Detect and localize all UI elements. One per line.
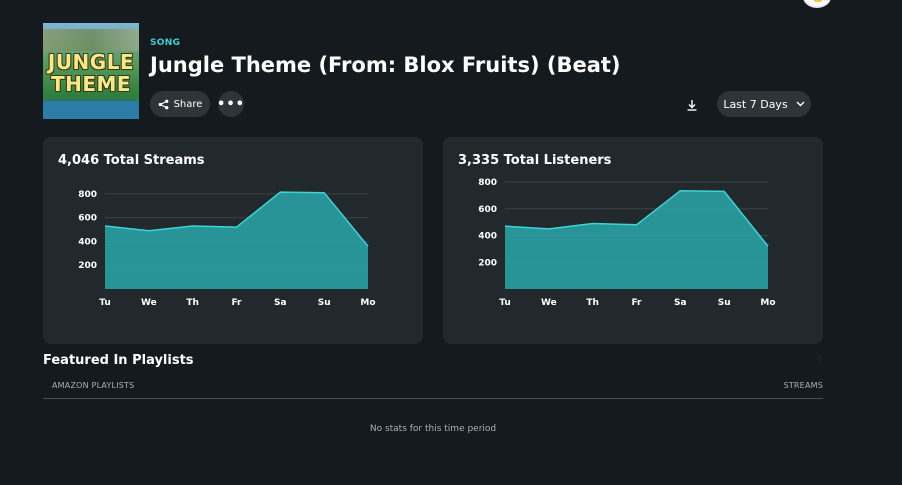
y-tick-label: 600: [78, 214, 97, 224]
x-tick-label: Sa: [274, 298, 287, 308]
user-avatar[interactable]: [803, 0, 831, 8]
x-tick-label: Th: [586, 298, 599, 308]
x-tick-label: Fr: [631, 298, 642, 308]
share-button[interactable]: Share: [150, 91, 210, 117]
time-period-dropdown[interactable]: Last 7 Days: [717, 91, 811, 117]
song-cover-art: JUNGLE THEME: [43, 23, 139, 119]
share-button-label: Share: [173, 98, 203, 110]
x-tick-label: Tu: [499, 298, 511, 308]
featured-playlists-title: Featured In Playlists: [43, 353, 194, 368]
y-tick-label: 800: [478, 178, 497, 188]
area-series: [105, 192, 368, 289]
download-button[interactable]: [682, 95, 702, 115]
y-tick-label: 400: [478, 232, 497, 242]
more-icon: •••: [217, 96, 245, 112]
x-tick-label: Mo: [760, 298, 775, 308]
x-tick-label: Su: [718, 298, 731, 308]
x-tick-label: We: [541, 298, 557, 308]
total-streams-title: 4,046 Total Streams: [58, 153, 205, 168]
area-series: [505, 190, 768, 289]
content-type-label: SONG: [150, 38, 181, 48]
table-divider: [43, 398, 823, 399]
chevron-down-icon: [796, 101, 805, 107]
cover-art-water: [43, 101, 139, 119]
y-tick-label: 400: [78, 237, 97, 247]
x-tick-label: Fr: [231, 298, 242, 308]
download-icon: [687, 100, 697, 111]
y-tick-label: 200: [78, 261, 97, 271]
playlists-column-header: AMAZON PLAYLISTS: [52, 381, 135, 390]
more-options-button[interactable]: •••: [217, 91, 245, 117]
x-tick-label: Su: [318, 298, 331, 308]
y-tick-label: 800: [78, 190, 97, 200]
page-title: Jungle Theme (From: Blox Fruits) (Beat): [150, 53, 621, 77]
scroll-indicator: [817, 355, 821, 361]
x-tick-label: Sa: [674, 298, 687, 308]
listeners-chart: 200 400 600 800 Tu We Th Fr Sa Su Mo: [478, 178, 775, 308]
empty-state-message: No stats for this time period: [369, 424, 497, 434]
time-period-label: Last 7 Days: [723, 97, 788, 111]
x-tick-label: Tu: [99, 298, 111, 308]
streams-column-header: STREAMS: [783, 381, 823, 390]
y-tick-label: 600: [478, 205, 497, 215]
streams-chart: 200 400 600 800 Tu We Th Fr Sa Su Mo: [78, 190, 375, 308]
x-tick-label: Mo: [360, 298, 375, 308]
y-tick-label: 200: [478, 258, 497, 268]
cover-art-text: JUNGLE THEME: [47, 50, 135, 96]
cover-art-scenery: [43, 29, 139, 51]
total-streams-card: 4,046 Total Streams 200 400 600 800 Tu We Th Fr…: [43, 137, 423, 344]
total-listeners-card: 3,335 Total Listeners 200 400 600 800 Tu We Th…: [443, 137, 823, 344]
total-listeners-title: 3,335 Total Listeners: [458, 153, 612, 168]
x-tick-label: We: [141, 298, 157, 308]
share-icon: [158, 99, 168, 109]
x-tick-label: Th: [186, 298, 199, 308]
